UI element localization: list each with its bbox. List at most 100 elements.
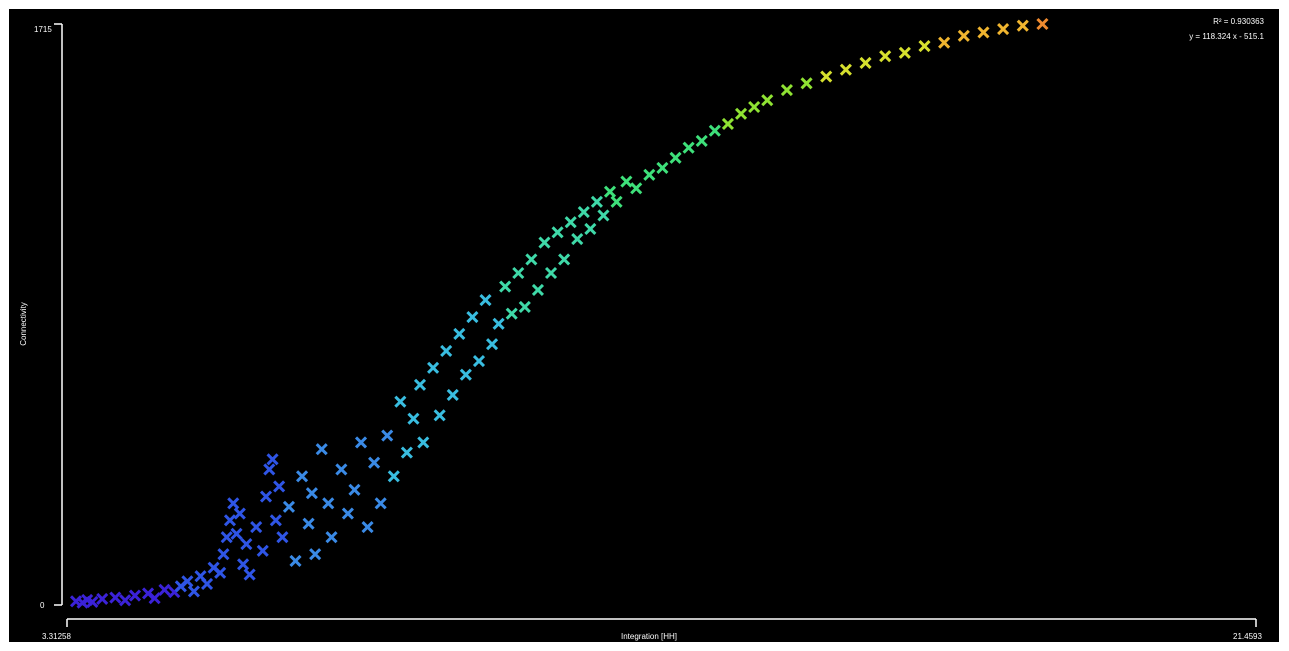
data-point <box>119 594 132 607</box>
data-point <box>282 500 296 513</box>
y-axis-title: Connectivity <box>19 302 28 346</box>
data-point <box>276 531 289 544</box>
data-point <box>273 480 286 493</box>
data-point <box>230 527 243 540</box>
data-point <box>440 344 453 357</box>
x-tick-label-min: 3.31258 <box>42 632 71 641</box>
data-point <box>368 456 381 469</box>
data-point <box>181 575 194 588</box>
data-point <box>620 175 633 188</box>
data-point <box>158 583 171 596</box>
data-point <box>309 548 322 561</box>
data-point <box>525 253 538 266</box>
data-point <box>466 310 479 324</box>
data-point <box>505 307 518 320</box>
data-point <box>1016 19 1029 32</box>
data-point <box>256 544 269 557</box>
data-point <box>269 514 282 527</box>
data-point <box>322 497 335 510</box>
data-point <box>656 161 669 175</box>
data-point <box>577 205 590 219</box>
data-point <box>682 141 695 154</box>
data-point <box>603 185 617 198</box>
data-point <box>220 531 233 544</box>
data-point <box>918 39 931 53</box>
data-point <box>538 236 551 249</box>
data-point <box>407 412 420 425</box>
data-point <box>590 195 603 208</box>
data-point <box>223 514 237 527</box>
data-point <box>597 209 610 222</box>
y-tick-label-max: 1715 <box>34 25 52 34</box>
data-point <box>240 537 253 551</box>
data-point <box>348 483 361 496</box>
data-point <box>492 317 505 330</box>
r-squared-label: R² = 0.930363 <box>1213 17 1264 26</box>
data-point <box>305 487 318 500</box>
data-point <box>200 577 214 591</box>
data-point <box>453 327 466 341</box>
data-point <box>233 507 246 520</box>
data-point <box>427 361 440 374</box>
data-point <box>417 436 430 449</box>
data-point <box>289 554 302 568</box>
data-point <box>708 124 721 137</box>
data-point <box>859 56 872 70</box>
data-point <box>266 453 279 466</box>
data-point <box>761 94 774 107</box>
data-point <box>695 134 708 147</box>
data-point <box>610 195 623 208</box>
data-point <box>109 591 122 604</box>
data-point <box>472 355 486 368</box>
data-point <box>571 233 584 246</box>
data-point <box>148 592 161 605</box>
data-point <box>558 253 571 266</box>
data-point <box>879 50 892 63</box>
data-point <box>394 395 407 408</box>
data-point <box>128 589 142 602</box>
data-point <box>335 463 348 476</box>
data-point <box>584 222 597 236</box>
data-point <box>977 26 990 39</box>
data-point <box>361 521 374 534</box>
data-point <box>643 168 656 181</box>
data-point <box>315 443 328 456</box>
x-tick-label-max: 21.4593 <box>1233 632 1262 641</box>
data-point <box>544 266 558 280</box>
y-tick-label-min: 0 <box>40 601 45 610</box>
data-point <box>250 521 263 534</box>
data-point <box>898 46 911 59</box>
data-point <box>531 283 544 296</box>
data-point <box>734 107 748 120</box>
data-point <box>551 226 564 239</box>
data-point <box>217 548 230 561</box>
data-point <box>325 531 338 544</box>
data-point <box>839 63 852 76</box>
data-point <box>1036 17 1049 31</box>
data-point <box>263 463 276 476</box>
data-point <box>243 568 256 581</box>
points-layer <box>69 17 1049 609</box>
data-point <box>237 558 250 571</box>
data-point <box>997 23 1010 36</box>
data-point <box>479 294 492 307</box>
data-point <box>957 29 970 42</box>
data-point <box>187 585 201 598</box>
regression-equation-label: y = 118.324 x - 515.1 <box>1189 32 1264 41</box>
data-point <box>459 368 472 381</box>
data-point <box>227 497 240 510</box>
data-point <box>800 77 813 90</box>
data-point <box>486 338 499 351</box>
scatter-chart: 1715 0 3.31258 21.4593 Integration [HH] … <box>19 17 1265 641</box>
data-point <box>499 280 512 293</box>
data-point <box>564 216 577 229</box>
data-point <box>938 36 951 49</box>
data-point <box>96 592 109 605</box>
data-point <box>512 266 525 280</box>
data-point <box>295 470 309 483</box>
data-point <box>259 490 273 503</box>
data-point <box>780 84 793 97</box>
data-point <box>721 117 735 130</box>
data-point <box>446 388 459 402</box>
data-point <box>630 182 643 195</box>
